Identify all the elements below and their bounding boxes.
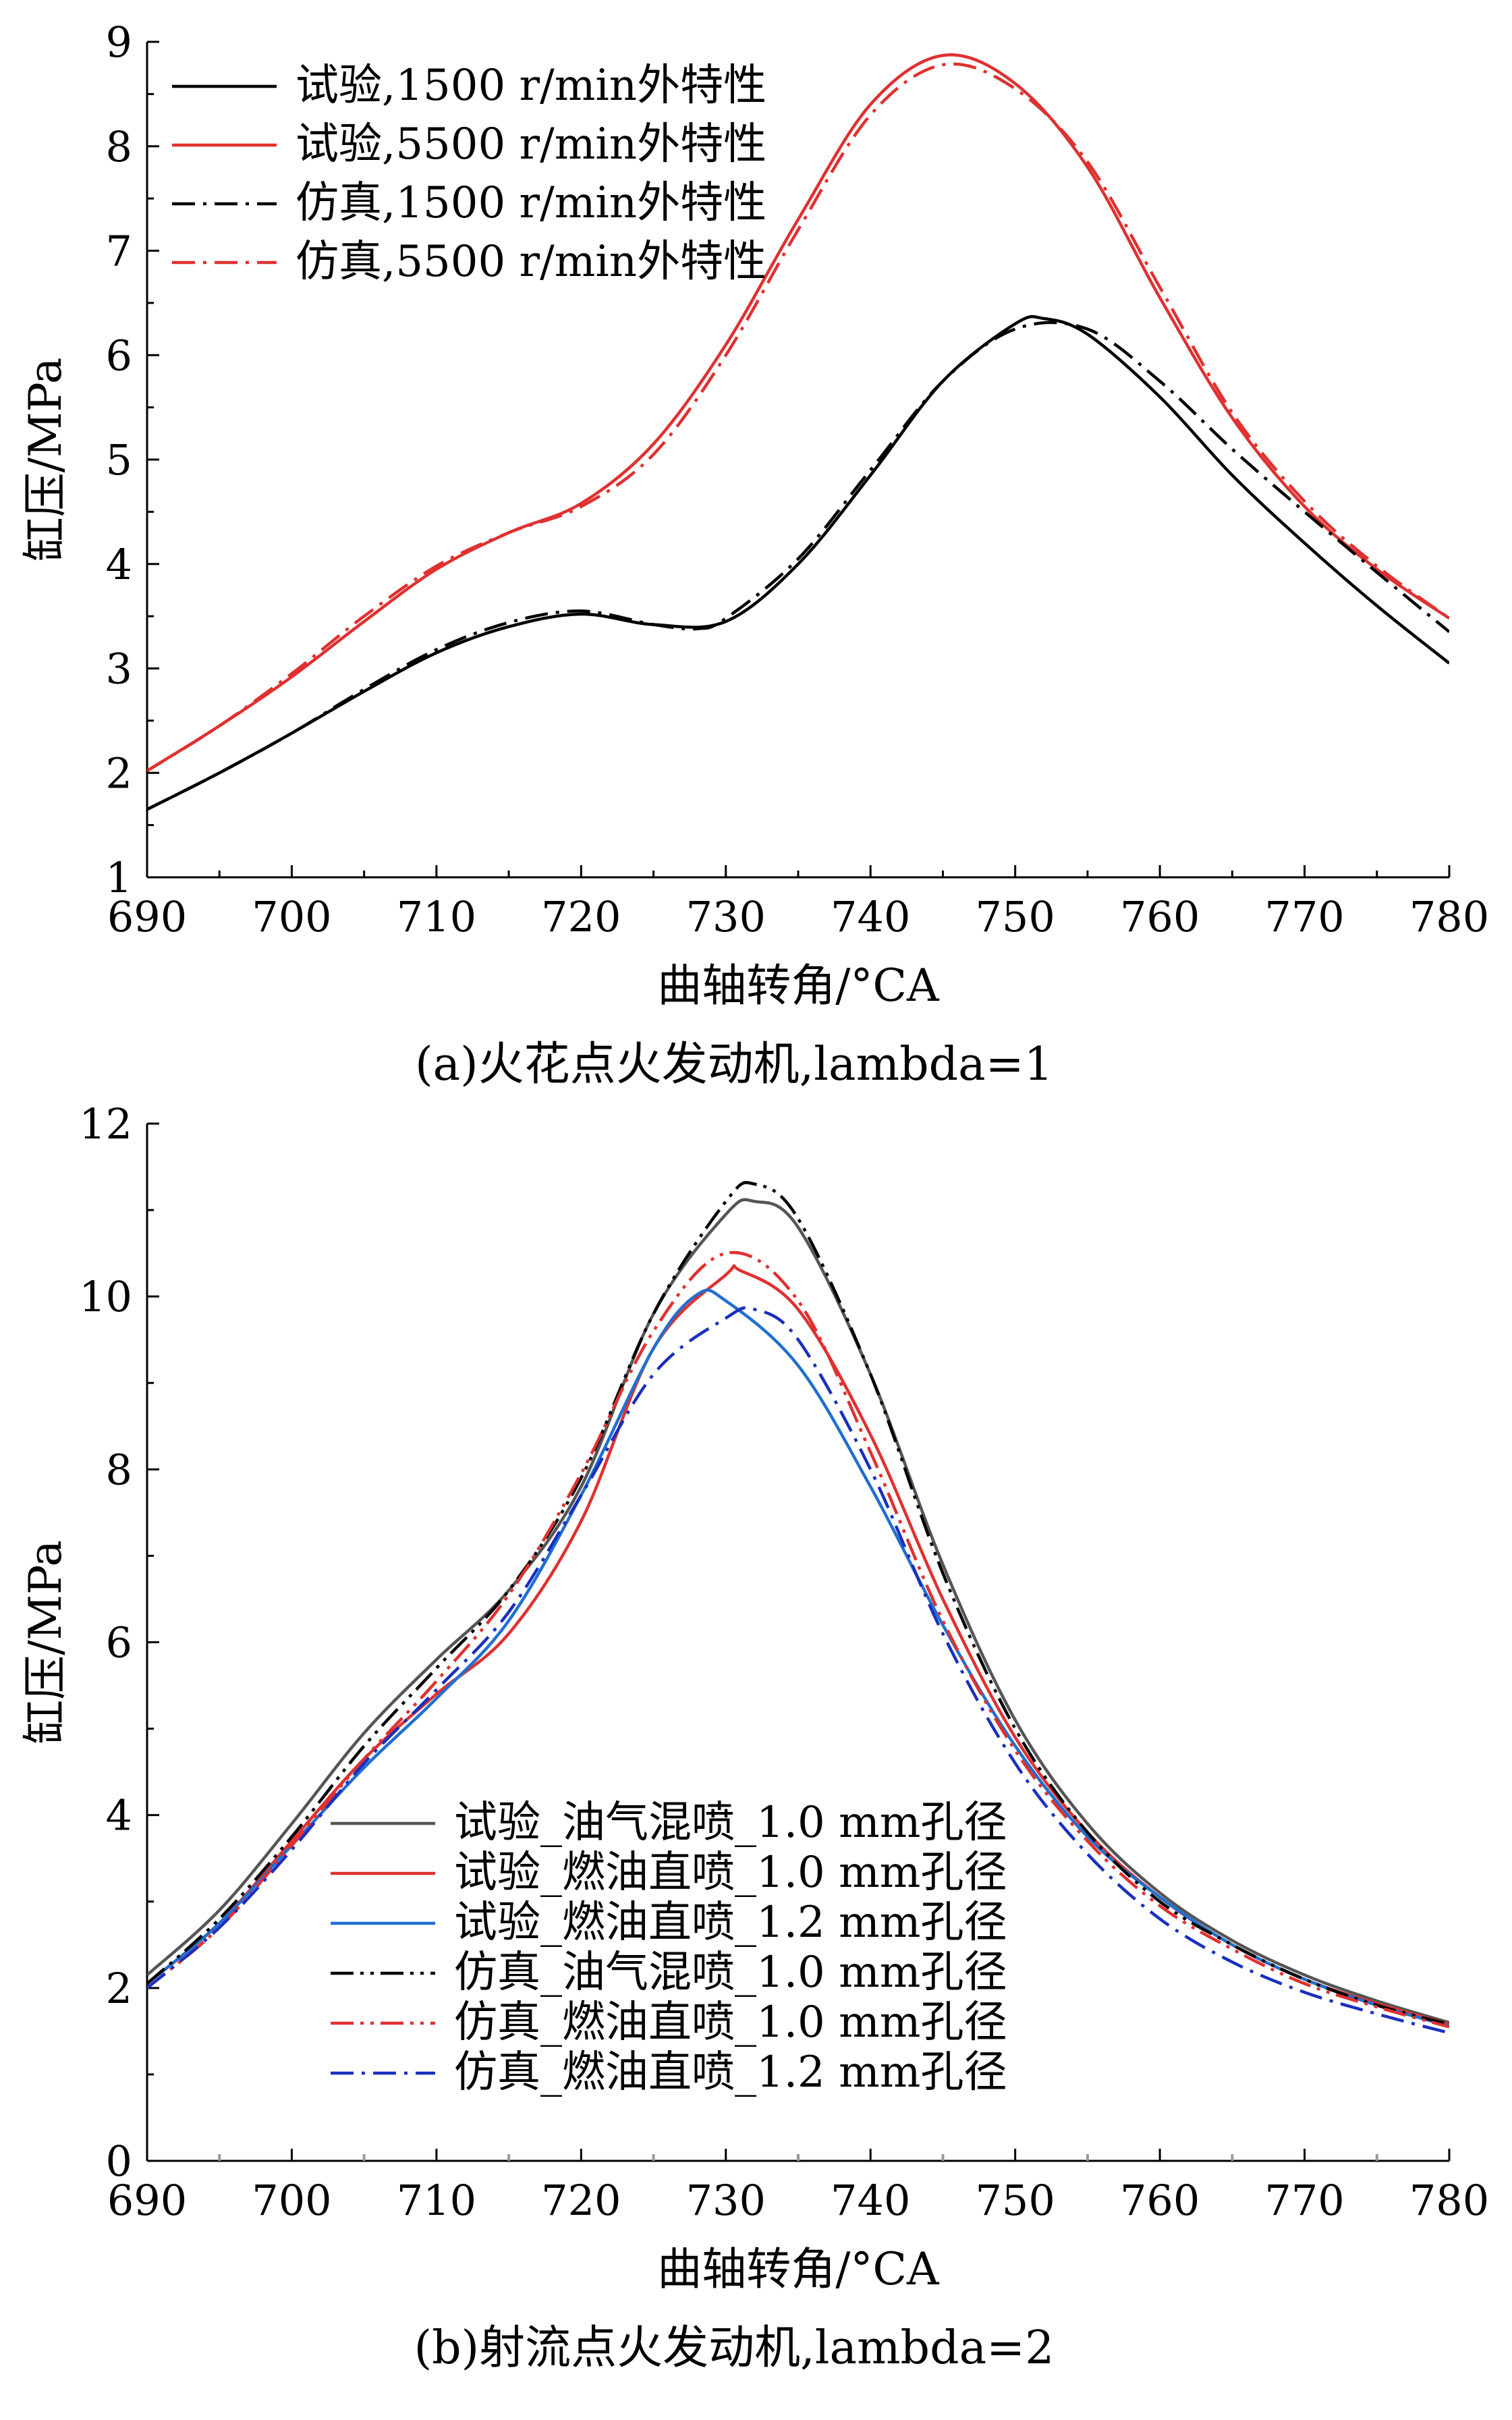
legend-label: 试验,5500 r/min外特性 <box>296 119 766 169</box>
chart-a: 690 700 710 720 730 740 750 760 770 780 1 2 3 4 5 6 7 8 9 曲… <box>20 18 1489 1091</box>
y-tick-label: 12 <box>79 1099 132 1149</box>
x-tick-label: 760 <box>1120 2176 1200 2225</box>
y-tick-label: 6 <box>106 331 132 380</box>
y-tick-label: 0 <box>106 2137 132 2186</box>
x-tick-label: 710 <box>397 2176 476 2225</box>
x-tick-label: 740 <box>831 892 910 941</box>
chart-caption: (b)射流点火发动机,lambda=2 <box>414 2321 1055 2375</box>
legend-label: 试验_燃油直喷_1.0 mm孔径 <box>454 1848 1007 1898</box>
legend-label: 仿真_油气混喷_1.0 mm孔径 <box>454 1948 1007 1998</box>
legend-label: 试验_燃油直喷_1.2 mm孔径 <box>454 1898 1007 1948</box>
x-tick-label: 700 <box>252 892 331 941</box>
x-tick-label: 770 <box>1264 892 1344 941</box>
x-tick-label: 700 <box>252 2176 331 2225</box>
y-tick-label: 10 <box>79 1272 132 1321</box>
x-tick-label: 770 <box>1264 2176 1344 2225</box>
y-tick-label: 4 <box>106 540 132 589</box>
x-tick-label: 690 <box>107 2176 187 2225</box>
x-tick-label: 750 <box>975 892 1055 941</box>
series-line-6 <box>147 1306 1449 2035</box>
chart-b: 690 700 710 720 730 740 750 760 770 780 0 2 4 6 8 10 12 曲… <box>20 1099 1489 2375</box>
x-tick-label: 720 <box>541 892 621 941</box>
y-axis-label: 缸压/MPa <box>20 1540 72 1744</box>
y-tick-label: 2 <box>106 748 132 798</box>
y-tick-label: 8 <box>106 1445 132 1494</box>
series-line-3 <box>147 321 1449 811</box>
chart-caption: (a)火花点火发动机,lambda=1 <box>415 1038 1053 1091</box>
y-tick-label: 1 <box>106 853 132 902</box>
x-axis-label: 曲轴转角/°CA <box>657 960 940 1012</box>
series-group <box>147 1181 1449 2035</box>
x-tick-label: 750 <box>975 2176 1055 2225</box>
legend-label: 仿真,1500 r/min外特性 <box>296 178 766 228</box>
series-line-1 <box>147 1198 1449 2025</box>
legend-label: 仿真_燃油直喷_1.2 mm孔径 <box>454 2047 1007 2097</box>
x-tick-label: 760 <box>1120 892 1200 941</box>
x-tick-label: 780 <box>1409 2176 1489 2225</box>
x-tick-label: 730 <box>686 2176 766 2225</box>
x-tick-label: 710 <box>397 892 476 941</box>
legend-label: 仿真,5500 r/min外特性 <box>296 237 766 287</box>
legend-label: 试验,1500 r/min外特性 <box>296 61 766 111</box>
x-axis-label: 曲轴转角/°CA <box>657 2243 940 2295</box>
y-tick-label: 3 <box>106 644 132 694</box>
series-line-3 <box>147 1288 1449 2028</box>
x-tick-label: 730 <box>686 892 766 941</box>
series-group <box>147 53 1449 811</box>
y-tick-label: 5 <box>106 435 132 485</box>
y-tick-label: 2 <box>106 1964 132 2013</box>
y-tick-label: 4 <box>106 1791 132 1840</box>
y-tick-label: 8 <box>106 122 132 171</box>
legend-label: 仿真_燃油直喷_1.0 mm孔径 <box>454 1998 1007 2047</box>
x-tick-label: 780 <box>1409 892 1489 941</box>
series-line-4 <box>147 62 1449 773</box>
x-tick-label: 740 <box>831 2176 910 2225</box>
y-tick-label: 6 <box>106 1618 132 1668</box>
x-tick-label: 720 <box>541 2176 621 2225</box>
y-tick-label: 7 <box>106 227 132 276</box>
legend-label: 试验_油气混喷_1.0 mm孔径 <box>454 1798 1007 1848</box>
y-axis-label: 缸压/MPa <box>20 358 72 562</box>
x-tick-label: 690 <box>107 892 187 941</box>
series-line-1 <box>147 314 1449 811</box>
y-tick-label: 9 <box>106 18 132 67</box>
series-line-2 <box>147 53 1449 773</box>
